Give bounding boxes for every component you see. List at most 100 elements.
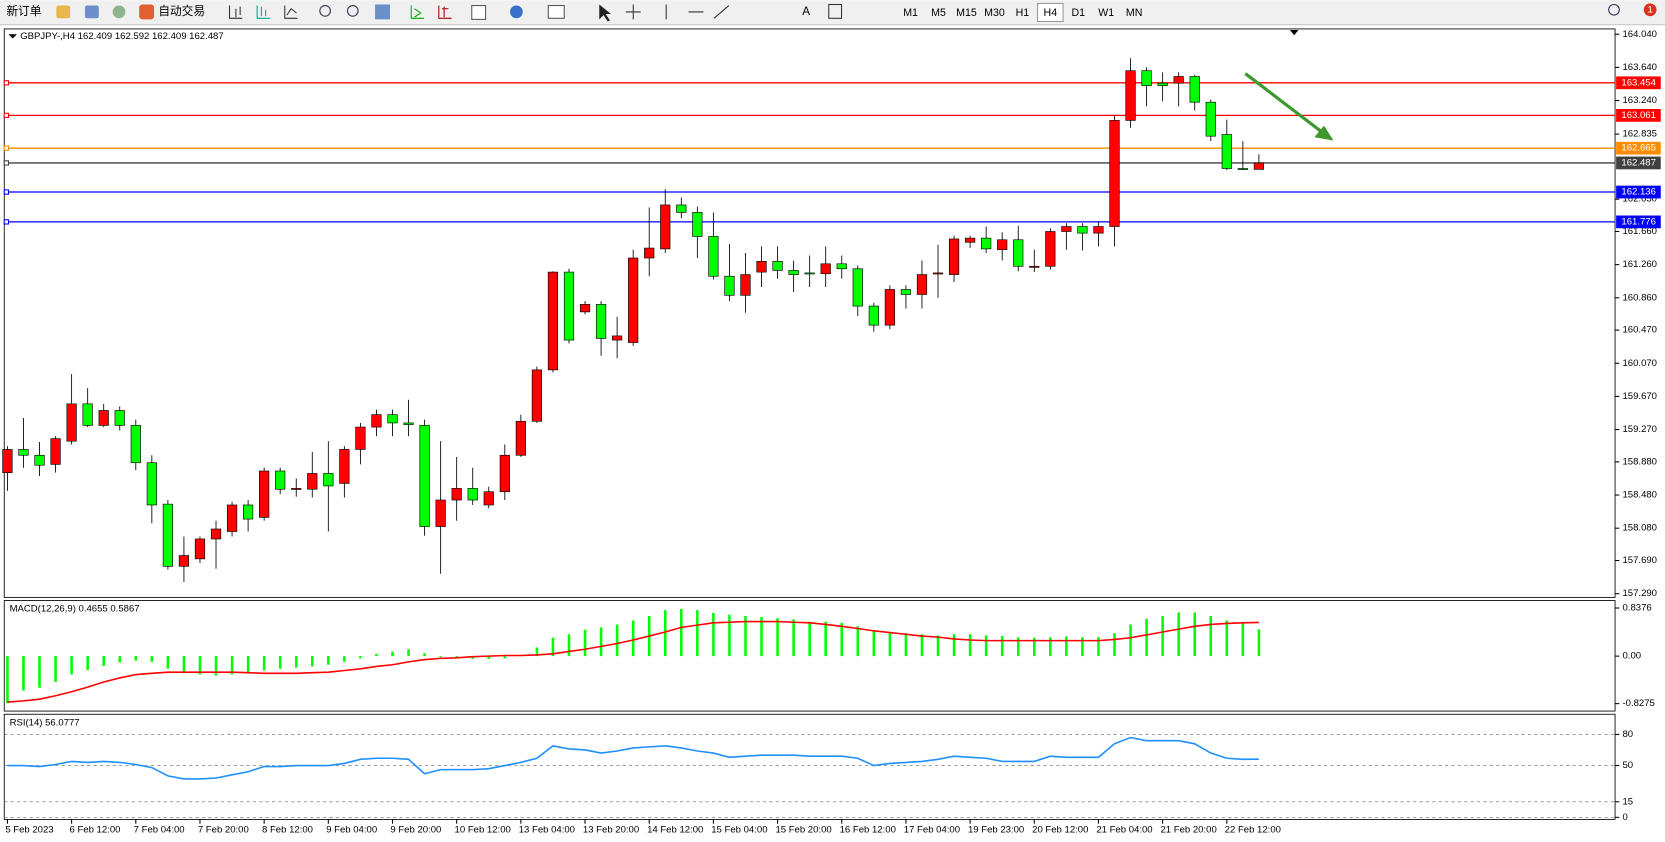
macd-bar [1145, 618, 1148, 657]
symbol-menu[interactable] [8, 34, 18, 39]
macd-bar [1257, 629, 1261, 657]
y-tick-label: 0.00 [1622, 651, 1641, 662]
timeframe-button[interactable]: MN [1126, 7, 1142, 19]
candle-body [259, 470, 270, 518]
crosshair-tool[interactable] [625, 4, 641, 20]
icon[interactable] [85, 5, 99, 19]
level-label: 162.665 [1621, 143, 1656, 154]
auto-trading-button[interactable]: 自动交易 [158, 4, 205, 18]
candle-body [275, 470, 286, 490]
candle-body [531, 369, 543, 422]
macd-bar [278, 656, 282, 669]
macd-bar [1016, 637, 1020, 657]
y-tick-label: 162.835 [1622, 129, 1657, 140]
label-tool[interactable] [828, 3, 843, 19]
macd-bar [824, 621, 827, 657]
candle-body [1253, 162, 1264, 170]
y-tick-label: 163.640 [1622, 62, 1657, 73]
candle-body [114, 410, 125, 426]
icon[interactable] [410, 5, 424, 19]
candle-body [579, 304, 591, 313]
line-tools[interactable] [665, 4, 730, 20]
level-handle [3, 160, 10, 166]
icon[interactable] [56, 5, 71, 19]
y-tick-label: 0 [1622, 812, 1627, 823]
macd-bar [38, 656, 41, 688]
notification-badge[interactable] [1643, 3, 1657, 17]
icon[interactable] [112, 5, 126, 19]
new-order-button[interactable]: 新订单 [6, 4, 41, 18]
candle-body [1221, 134, 1232, 169]
macd-bar [583, 629, 587, 657]
candle-body [435, 499, 446, 527]
candle-body [772, 261, 783, 271]
auto-trading-icon[interactable] [139, 4, 155, 20]
macd-bar [1049, 637, 1052, 657]
candle-body [18, 449, 29, 456]
y-tick-label: 158.480 [1622, 490, 1657, 501]
icon[interactable] [471, 5, 487, 20]
level-label-bg [1616, 156, 1661, 170]
notification-count[interactable]: 1 [1647, 4, 1652, 15]
icon[interactable] [228, 5, 243, 19]
macd-bar [423, 653, 426, 657]
candle-body [243, 504, 254, 520]
macd-bar [984, 635, 988, 657]
candle-body [178, 555, 190, 567]
candle-body [1189, 76, 1200, 103]
icon[interactable] [547, 5, 565, 19]
icon[interactable] [438, 5, 452, 19]
timeframe-button[interactable]: W1 [1098, 7, 1114, 19]
macd-bar [503, 656, 507, 659]
zoom-in[interactable] [319, 5, 331, 17]
search[interactable] [1608, 3, 1620, 16]
candle-body [98, 410, 109, 426]
candle-body [868, 305, 879, 326]
icon[interactable] [510, 5, 523, 19]
text-tool[interactable]: A [802, 5, 810, 18]
candle-body [1013, 239, 1024, 267]
level-handle [3, 219, 10, 225]
macd-bar [792, 619, 795, 657]
macd-bar [920, 634, 924, 657]
candle-body [1157, 82, 1168, 86]
macd-bar [856, 626, 860, 657]
timeframe-button[interactable]: M15 [956, 7, 977, 19]
x-tick-label: 22 Feb 12:00 [1225, 825, 1281, 836]
icon[interactable] [256, 5, 270, 19]
macd-bar [1161, 615, 1164, 657]
candle-body [66, 403, 77, 442]
macd-bar [327, 656, 330, 665]
macd-bar [872, 630, 876, 657]
candle-body [291, 488, 302, 490]
macd-bar [471, 656, 474, 659]
timeframe-button[interactable]: M5 [931, 7, 946, 19]
rsi-title: RSI(14) 56.0777 [10, 717, 80, 728]
timeframe-button[interactable]: M1 [903, 7, 918, 19]
macd-bar [808, 621, 811, 657]
macd-bar [22, 656, 25, 691]
level-handle [3, 112, 10, 119]
candle-body [563, 271, 575, 341]
zoom-out[interactable] [346, 5, 359, 17]
x-tick-label: 15 Feb 04:00 [711, 825, 767, 836]
icon[interactable] [284, 5, 298, 19]
timeframe-button[interactable]: D1 [1071, 7, 1085, 19]
timeframe-button[interactable]: M30 [984, 7, 1005, 19]
y-tick-label: 163.240 [1622, 95, 1657, 106]
macd-bar [535, 647, 539, 657]
candle-body [964, 237, 976, 243]
candle-body [1141, 70, 1152, 86]
rsi-line [7, 736, 1259, 780]
timeframe-button[interactable]: H1 [1016, 7, 1030, 19]
cursor-tool[interactable] [599, 4, 611, 22]
level-label: 163.454 [1621, 77, 1656, 88]
candle-body [323, 473, 334, 487]
macd-bar [230, 656, 234, 675]
y-tick-label: 15 [1622, 796, 1633, 807]
icon[interactable] [375, 4, 390, 20]
candle-body [226, 504, 238, 532]
timeframe-button[interactable]: H4 [1044, 7, 1058, 19]
